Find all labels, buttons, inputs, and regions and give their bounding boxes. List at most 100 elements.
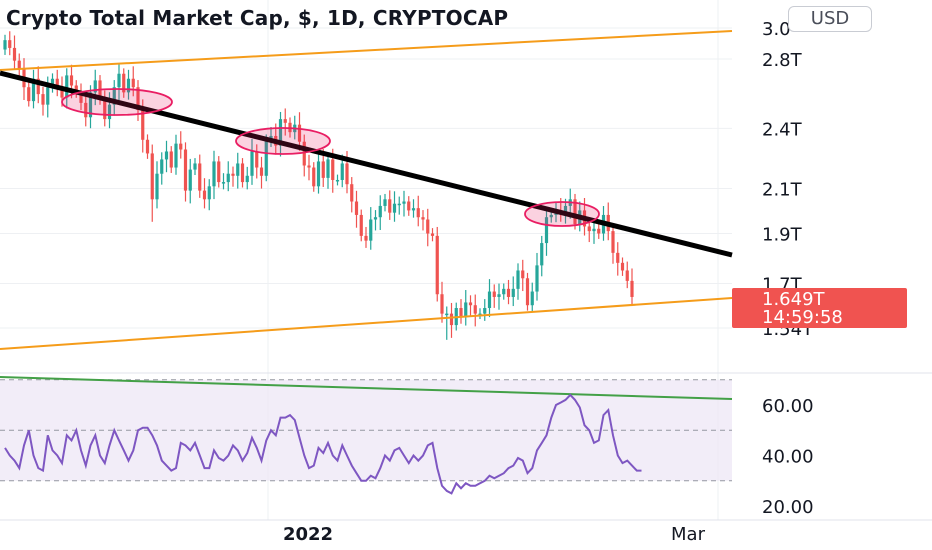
rsi-tick-label-1: 40.00 — [762, 447, 814, 468]
candle-body-96 — [459, 308, 463, 317]
candle-body-100 — [478, 313, 482, 316]
candle-body-6 — [31, 78, 36, 102]
candle-body-8 — [41, 94, 45, 105]
candle-body-54 — [259, 167, 264, 176]
candle-body-109 — [521, 270, 525, 279]
candle-body-85 — [407, 201, 411, 211]
candle-body-105 — [502, 288, 506, 295]
candle-body-89 — [426, 219, 430, 234]
time-tick-label-0: 2022 — [283, 524, 333, 545]
price-tick-label-3: 2.1T — [762, 179, 803, 200]
candle-body-36 — [174, 143, 178, 168]
candle-body-48 — [231, 173, 235, 176]
touch-highlight-ellipse-0 — [61, 88, 173, 116]
candle-body-103 — [492, 291, 496, 297]
candle-body-47 — [226, 173, 230, 183]
candle-body-11 — [55, 78, 59, 89]
candle-body-132 — [630, 280, 634, 297]
candle-body-49 — [236, 163, 240, 176]
rsi-line — [4, 393, 642, 495]
candle-body-62 — [297, 124, 302, 142]
candle-body-33 — [160, 159, 164, 174]
candle-body-131 — [625, 270, 629, 281]
candle-body-111 — [530, 291, 534, 306]
candle-body-58 — [278, 119, 283, 146]
candle-body-68 — [326, 159, 330, 178]
candle-body-23 — [112, 87, 116, 105]
candle-body-76 — [364, 235, 368, 241]
candle-body-115 — [549, 214, 553, 218]
candle-body-34 — [164, 151, 169, 160]
last-price-tag: 1.649T 14:59:58 — [732, 288, 907, 328]
candle-body-22 — [107, 104, 112, 120]
candle-body-0 — [3, 40, 7, 50]
candle-body-88 — [421, 217, 425, 220]
candle-body-27 — [131, 78, 135, 88]
candle-body-42 — [202, 190, 207, 200]
candle-body-14 — [69, 75, 74, 86]
candle-body-130 — [620, 262, 625, 271]
candle-body-104 — [497, 294, 501, 297]
candle-body-28 — [136, 87, 140, 111]
candle-body-13 — [65, 75, 69, 98]
candle-body-98 — [468, 302, 473, 306]
candle-body-12 — [60, 88, 64, 98]
candle-body-114 — [544, 217, 549, 244]
candle-body-24 — [117, 73, 121, 88]
candle-body-108 — [516, 270, 520, 289]
candle-body-18 — [88, 92, 93, 118]
candle-body-43 — [207, 186, 211, 200]
candle-body-40 — [193, 163, 197, 170]
channel-lower-line — [0, 297, 733, 350]
candles-group — [3, 31, 634, 340]
candle-body-118 — [563, 205, 568, 213]
candle-body-78 — [373, 217, 378, 220]
candle-body-101 — [483, 308, 487, 314]
candle-body-39 — [188, 169, 192, 191]
candle-body-80 — [383, 199, 387, 206]
candle-body-83 — [397, 203, 401, 206]
candle-body-9 — [46, 87, 50, 105]
candle-body-73 — [350, 184, 354, 202]
candle-body-124 — [592, 228, 596, 232]
candle-body-63 — [302, 141, 306, 166]
candle-body-113 — [540, 243, 544, 266]
candle-body-65 — [312, 167, 316, 187]
candle-body-45 — [217, 161, 221, 183]
candle-body-17 — [84, 102, 88, 118]
touch-highlight-ellipse-1 — [235, 127, 331, 155]
candle-body-59 — [283, 119, 287, 123]
candle-body-7 — [36, 78, 40, 95]
candle-body-82 — [392, 203, 397, 213]
candle-body-75 — [359, 214, 363, 236]
candle-body-81 — [388, 199, 392, 213]
candle-body-15 — [74, 85, 78, 93]
candle-body-53 — [255, 151, 259, 168]
currency-button[interactable]: USD — [788, 6, 872, 32]
candle-body-1 — [8, 40, 12, 48]
candle-body-31 — [150, 153, 154, 200]
candle-body-30 — [145, 139, 150, 154]
candle-body-110 — [525, 278, 530, 306]
candle-body-10 — [50, 78, 55, 88]
candle-body-106 — [506, 288, 511, 297]
candle-body-90 — [430, 233, 435, 236]
candle-body-74 — [354, 201, 359, 215]
candle-body-32 — [155, 173, 159, 200]
candle-body-19 — [93, 80, 97, 93]
candle-body-26 — [126, 78, 131, 93]
candle-body-123 — [587, 226, 591, 232]
candle-body-50 — [240, 163, 245, 183]
candle-body-77 — [369, 219, 373, 241]
candle-body-93 — [445, 313, 449, 316]
candle-body-35 — [169, 151, 173, 168]
candle-body-86 — [411, 208, 416, 211]
candle-body-102 — [487, 291, 492, 309]
candle-body-97 — [464, 302, 468, 317]
candle-body-51 — [245, 175, 249, 183]
candle-body-99 — [473, 305, 477, 314]
rsi-band — [0, 379, 732, 482]
candle-body-69 — [331, 159, 335, 180]
candle-body-71 — [340, 163, 344, 180]
price-tick-label-0: 3.0 — [762, 19, 791, 40]
